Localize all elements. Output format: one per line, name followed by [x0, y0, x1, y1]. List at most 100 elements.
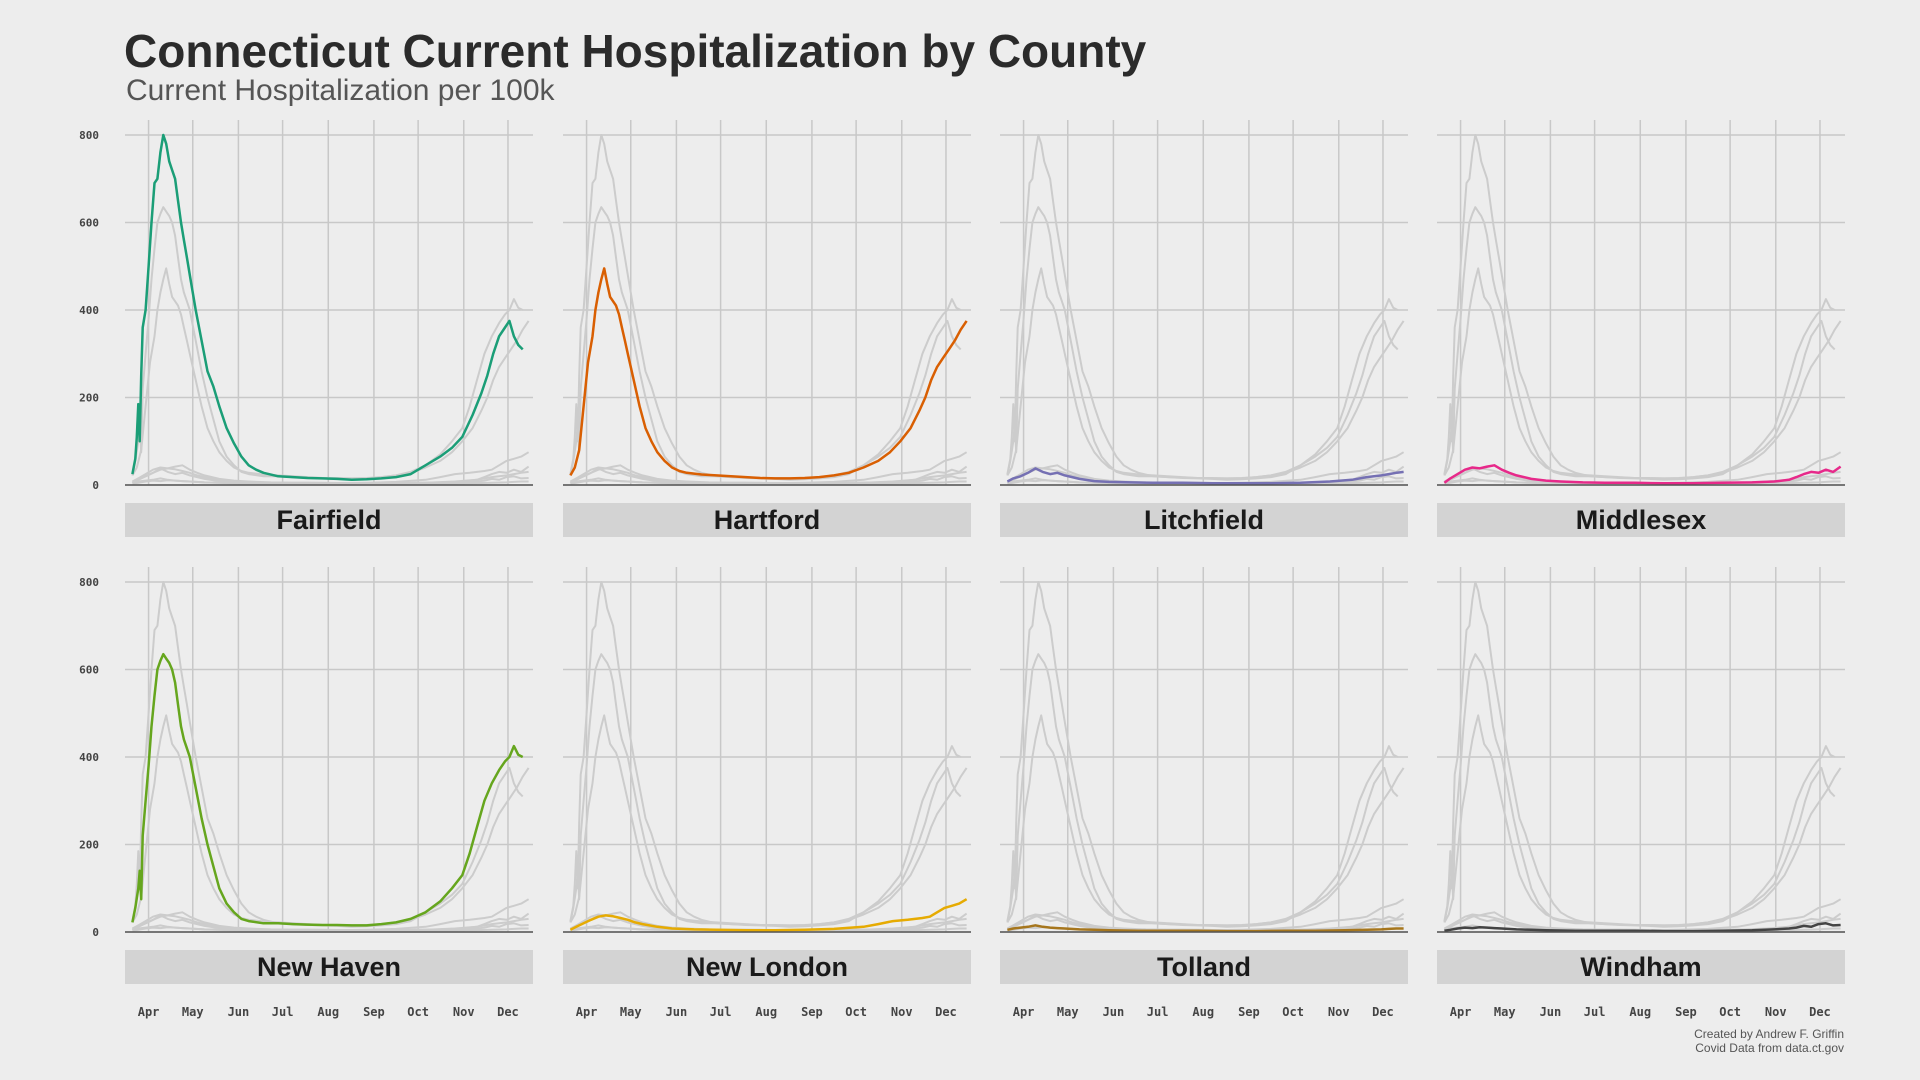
x-tick-label: Jun [228, 1005, 250, 1019]
caption-author: Created by Andrew F. Griffin [1694, 1027, 1844, 1041]
background-series-line [1443, 206, 1836, 480]
x-tick-label: Jul [272, 1005, 294, 1019]
x-tick-label: Apr [138, 1005, 160, 1019]
x-tick-label: Jun [1540, 1005, 1562, 1019]
x-tick-label: Aug [755, 1005, 777, 1019]
background-series-line [1006, 581, 1399, 928]
facet-strip [125, 950, 533, 984]
panel-middlesex: Middlesex [1437, 120, 1845, 537]
panel-litchfield: Litchfield [1000, 120, 1408, 537]
x-tick-label: Aug [1192, 1005, 1214, 1019]
background-series-line [132, 475, 529, 486]
x-tick-label: Dec [935, 1005, 957, 1019]
panel-hartford: Hartford [563, 120, 971, 537]
x-tick-label: Dec [1809, 1005, 1831, 1019]
x-tick-label: Sep [801, 1005, 823, 1019]
x-tick-label: Aug [1629, 1005, 1651, 1019]
background-series-line [1006, 134, 1399, 481]
series-line-new-haven [131, 652, 524, 927]
facet-label: Windham [1580, 952, 1701, 982]
panel-new-london: New London Apr May Jun Jul Aug Sep Oct Nov Dec [563, 567, 971, 1019]
y-tick-label: 0 [92, 926, 99, 939]
series-line-hartford [569, 267, 968, 480]
y-tick-label: 800 [79, 129, 99, 142]
background-series-line [131, 581, 524, 928]
background-series-line [569, 581, 962, 928]
x-tick-label: Nov [1328, 1005, 1350, 1019]
x-tick-label: May [182, 1005, 204, 1019]
x-tick-label: Nov [1765, 1005, 1787, 1019]
x-tick-label: Dec [1372, 1005, 1394, 1019]
caption-source: Covid Data from data.ct.gov [1695, 1041, 1844, 1055]
facet-strip [1437, 950, 1845, 984]
background-series-line [132, 922, 529, 933]
background-series-line [1443, 714, 1842, 927]
facet-label: Fairfield [276, 505, 381, 535]
y-tick-label: 600 [79, 664, 99, 677]
background-series-line [131, 267, 530, 480]
background-series-line [1443, 267, 1842, 480]
panel-fairfield: 0 200 400 600 800 Fairfield [79, 120, 533, 537]
background-series-line [569, 134, 962, 481]
x-tick-label: Oct [1719, 1005, 1741, 1019]
x-tick-label: Dec [497, 1005, 519, 1019]
caption: Created by Andrew F. Griffin Covid Data … [1694, 1027, 1844, 1055]
panel-tolland: Tolland Apr May Jun Jul Aug Sep Oct Nov Dec [1000, 567, 1408, 1019]
facet-label: Hartford [714, 505, 821, 535]
facet-strip [1000, 503, 1408, 537]
y-tick-label: 400 [79, 304, 99, 317]
facet-label: Tolland [1157, 952, 1251, 982]
x-tick-label: Jul [1147, 1005, 1169, 1019]
series-line-litchfield [1006, 467, 1404, 485]
y-tick-label: 0 [92, 479, 99, 492]
series-line-windham [1444, 922, 1841, 933]
facet-strip [1437, 503, 1845, 537]
background-series-line [1006, 206, 1399, 480]
series-line-fairfield [131, 133, 524, 482]
y-tick-label: 200 [79, 392, 99, 405]
x-tick-label: Sep [1675, 1005, 1697, 1019]
background-series-line [1006, 714, 1405, 927]
x-tick-label: Aug [317, 1005, 339, 1019]
x-tick-label: Nov [453, 1005, 475, 1019]
facet-label: Middlesex [1576, 505, 1707, 535]
x-tick-label: Sep [363, 1005, 385, 1019]
x-tick-label: Sep [1238, 1005, 1260, 1019]
series-line-new-london [569, 898, 968, 932]
x-tick-label: Oct [845, 1005, 867, 1019]
chart-title: Connecticut Current Hospitalization by C… [124, 25, 1147, 77]
facet-strip [125, 503, 533, 537]
background-series-line [569, 267, 968, 480]
x-tick-label: Apr [1013, 1005, 1035, 1019]
facet-label: Litchfield [1144, 505, 1264, 535]
background-series-line [1006, 653, 1399, 927]
x-tick-label: Jun [1103, 1005, 1125, 1019]
x-tick-label: Jul [710, 1005, 732, 1019]
background-series-line [1006, 267, 1405, 480]
y-tick-label: 600 [79, 217, 99, 230]
background-series-line [1443, 581, 1836, 928]
panel-windham: Windham Apr May Jun Jul Aug Sep Oct Nov Dec [1437, 567, 1845, 1019]
x-tick-label: Apr [1450, 1005, 1472, 1019]
background-series-line [131, 206, 524, 480]
x-tick-label: May [620, 1005, 642, 1019]
background-series-line [131, 714, 530, 927]
x-tick-label: Oct [1282, 1005, 1304, 1019]
facet-strip [1000, 950, 1408, 984]
background-series-line [569, 206, 962, 480]
background-series-line [1443, 653, 1836, 927]
facet-label: New London [686, 952, 848, 982]
facet-strip [563, 950, 971, 984]
x-tick-label: Apr [576, 1005, 598, 1019]
x-tick-label: Jul [1584, 1005, 1606, 1019]
x-tick-label: May [1057, 1005, 1079, 1019]
x-tick-label: Oct [407, 1005, 429, 1019]
y-tick-label: 400 [79, 751, 99, 764]
x-tick-label: Jun [666, 1005, 688, 1019]
facet-strip [563, 503, 971, 537]
background-series-line [569, 653, 962, 927]
facet-label: New Haven [257, 952, 401, 982]
y-tick-label: 800 [79, 576, 99, 589]
background-series-line [1443, 134, 1836, 481]
